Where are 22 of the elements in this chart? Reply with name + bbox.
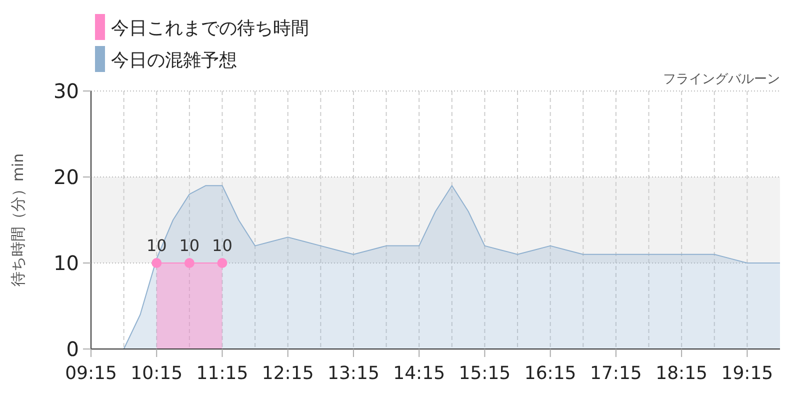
x-tick-label: 17:15 [590, 363, 642, 384]
chart-title: フライングバルーン [663, 72, 780, 87]
data-label: 10 [146, 236, 167, 255]
y-tick-label: 30 [54, 79, 79, 103]
data-label: 10 [212, 236, 232, 255]
x-tick-label: 12:15 [262, 363, 314, 384]
y-tick-label: 20 [54, 165, 79, 189]
legend-label: 今日これまでの待ち時間 [111, 18, 309, 39]
y-tick-label: 0 [66, 337, 79, 361]
x-tick-label: 14:15 [393, 363, 446, 384]
legend-label: 今日の混雑予想 [111, 50, 237, 71]
x-tick-label: 09:15 [65, 363, 117, 384]
x-tick-label: 15:15 [458, 363, 511, 384]
x-tick-label: 16:15 [524, 363, 576, 384]
x-tick-label: 19:15 [721, 363, 774, 384]
y-axis-title: 待ち時間（分）min [9, 153, 27, 287]
x-tick-label: 11:15 [196, 363, 248, 384]
data-label: 10 [179, 236, 200, 255]
x-tick-label: 13:15 [328, 363, 380, 384]
x-tick-label: 10:15 [130, 363, 183, 384]
x-tick-label: 18:15 [656, 363, 708, 384]
y-tick-label: 10 [54, 251, 79, 275]
